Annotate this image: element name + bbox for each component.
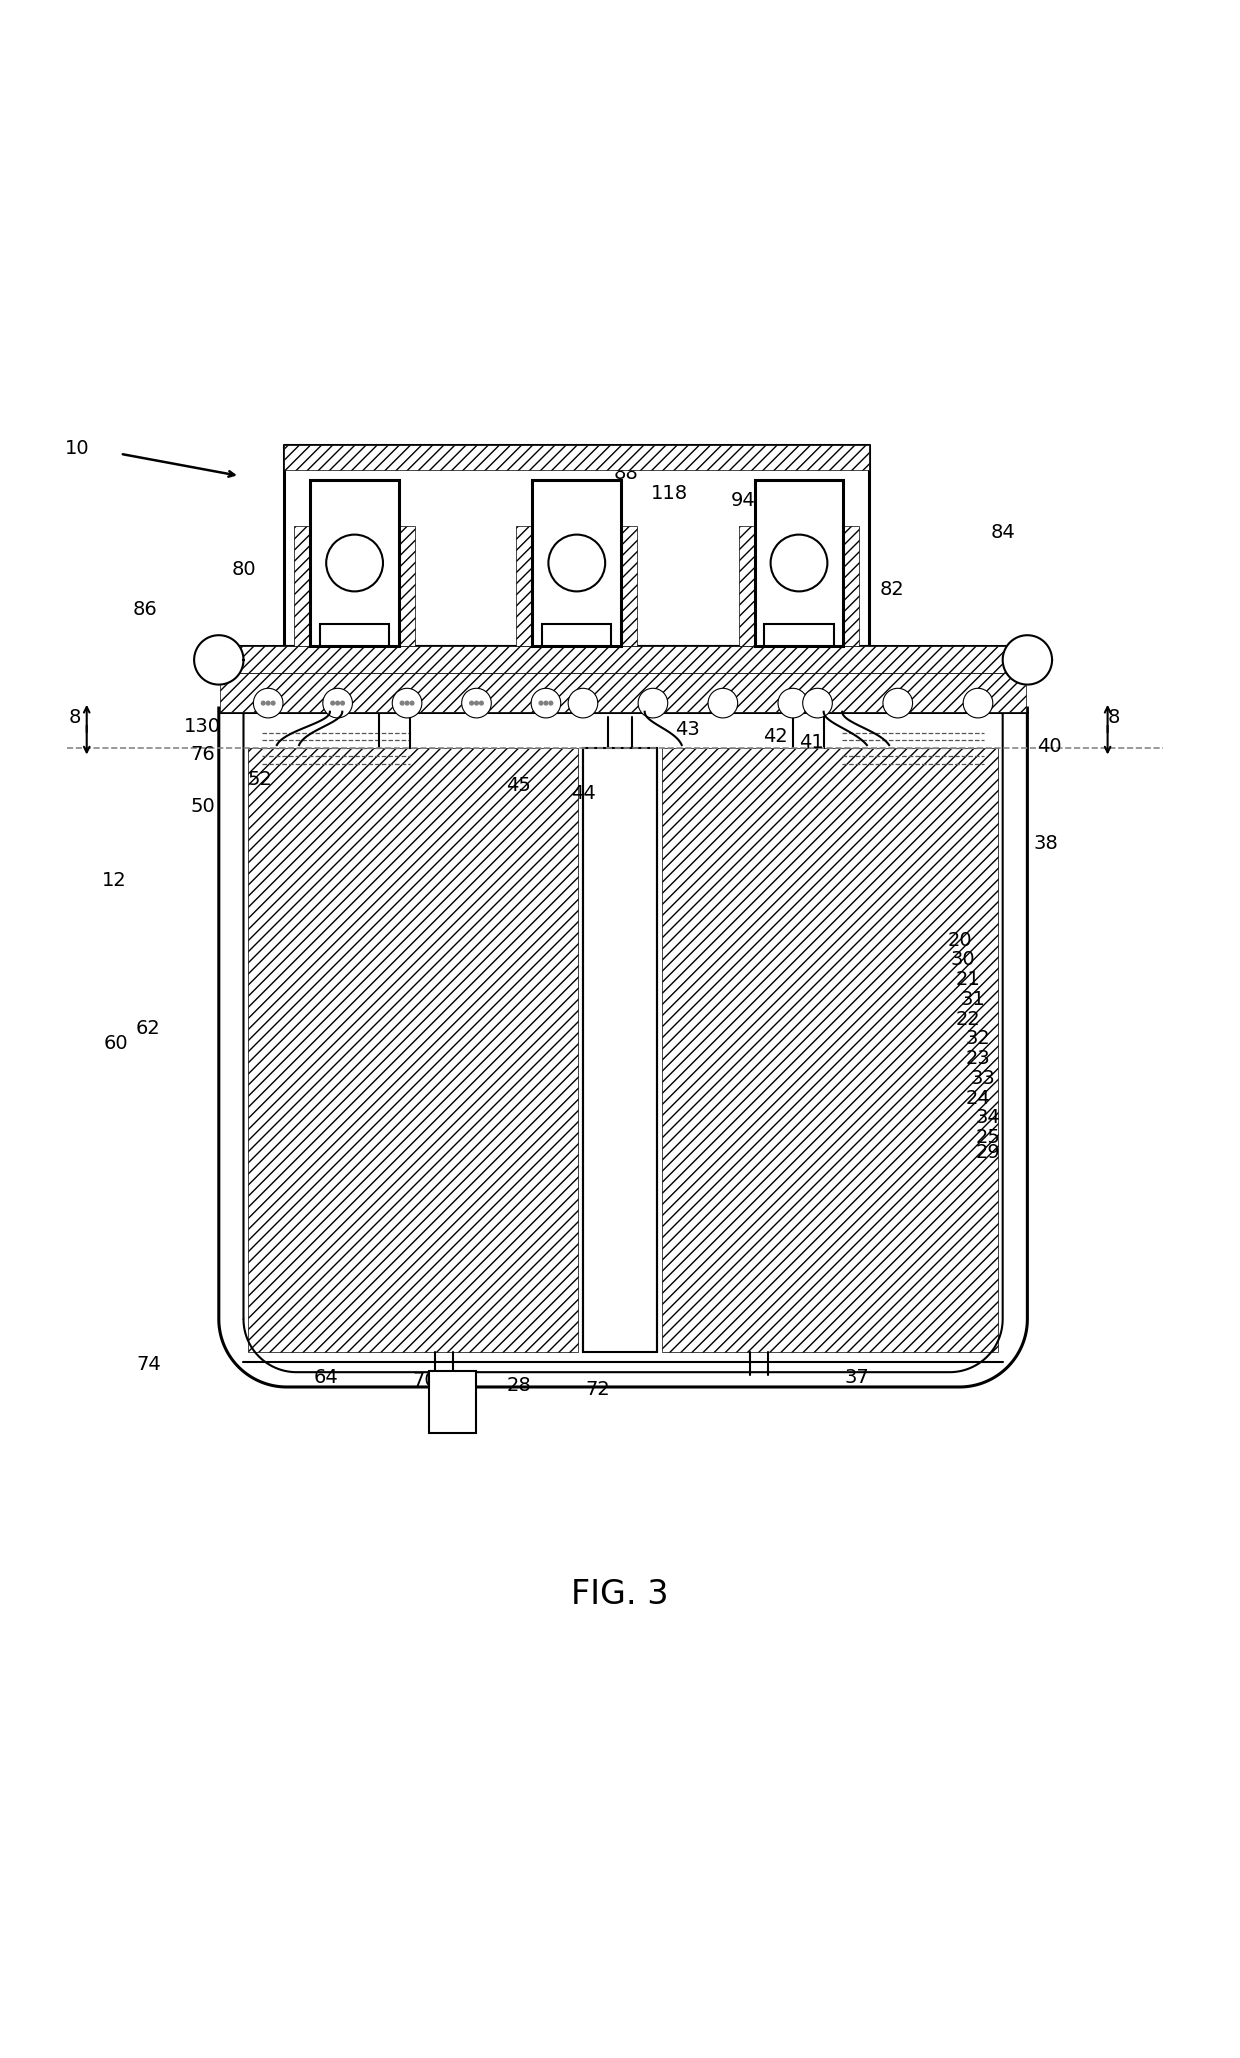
Circle shape [392, 687, 422, 718]
Text: 82: 82 [879, 580, 904, 599]
Text: 23: 23 [966, 1050, 991, 1068]
Bar [764, 624, 833, 646]
Circle shape [470, 702, 474, 706]
Bar [843, 527, 859, 646]
Text: 8: 8 [1107, 708, 1120, 726]
Text: 116: 116 [552, 480, 589, 498]
Text: 31: 31 [961, 990, 986, 1008]
Text: 44: 44 [570, 784, 595, 803]
Text: 114: 114 [490, 455, 527, 473]
Text: 118: 118 [651, 484, 688, 502]
Text: 37: 37 [844, 1369, 869, 1387]
Text: 41: 41 [799, 733, 823, 751]
Bar [399, 527, 415, 646]
Text: 66: 66 [284, 661, 309, 681]
Bar [621, 527, 637, 646]
Circle shape [802, 687, 832, 718]
Bar [429, 1371, 476, 1432]
Text: 21: 21 [956, 969, 981, 990]
Text: 43: 43 [676, 720, 701, 739]
Text: 33: 33 [971, 1068, 996, 1089]
Bar [219, 673, 1027, 712]
Text: 72: 72 [585, 1381, 610, 1399]
Text: 8: 8 [68, 708, 81, 726]
Text: 86: 86 [133, 599, 157, 619]
Circle shape [401, 702, 404, 706]
Text: 29: 29 [976, 1142, 1001, 1163]
Text: 42: 42 [763, 726, 787, 745]
Text: 70: 70 [413, 1371, 438, 1391]
Text: 92: 92 [355, 486, 379, 504]
Circle shape [963, 687, 993, 718]
Circle shape [708, 687, 738, 718]
Bar [739, 527, 755, 646]
Text: 54: 54 [985, 671, 1009, 689]
Text: 94: 94 [732, 492, 756, 510]
Bar [516, 527, 532, 646]
Text: 64: 64 [314, 1369, 339, 1387]
Bar [222, 646, 1024, 673]
Circle shape [883, 687, 913, 718]
Circle shape [549, 702, 553, 706]
Text: 12: 12 [102, 871, 126, 891]
Text: FIG. 3: FIG. 3 [572, 1578, 668, 1611]
Circle shape [1003, 636, 1052, 685]
Text: 25: 25 [976, 1128, 1001, 1146]
Text: 50: 50 [191, 796, 215, 817]
Text: 30: 30 [951, 951, 976, 969]
Text: 84: 84 [991, 523, 1016, 541]
Bar [320, 624, 389, 646]
Circle shape [531, 687, 560, 718]
Bar [294, 527, 310, 646]
Text: 38: 38 [1033, 833, 1058, 854]
Circle shape [272, 702, 275, 706]
Text: 40: 40 [1038, 737, 1061, 755]
Text: 74: 74 [136, 1356, 161, 1375]
Circle shape [480, 702, 484, 706]
Text: 20: 20 [947, 930, 972, 949]
Circle shape [331, 702, 335, 706]
Bar [248, 747, 578, 1352]
Text: 60: 60 [104, 1035, 129, 1054]
Text: 28: 28 [506, 1377, 531, 1395]
Circle shape [777, 687, 807, 718]
Text: 52: 52 [247, 770, 272, 788]
Circle shape [544, 702, 548, 706]
Circle shape [322, 687, 352, 718]
Circle shape [341, 702, 345, 706]
Bar [583, 747, 657, 1352]
Circle shape [568, 687, 598, 718]
Circle shape [195, 636, 243, 685]
Text: 130: 130 [185, 716, 221, 737]
Bar [284, 445, 869, 469]
Circle shape [475, 702, 479, 706]
Text: 32: 32 [966, 1029, 991, 1048]
Text: 62: 62 [136, 1019, 161, 1039]
Circle shape [539, 702, 543, 706]
Text: 76: 76 [191, 745, 215, 764]
Bar [542, 624, 611, 646]
Text: 10: 10 [64, 438, 89, 459]
Circle shape [267, 702, 270, 706]
Circle shape [410, 702, 414, 706]
Text: 80: 80 [231, 560, 255, 578]
Circle shape [405, 702, 409, 706]
Bar [310, 480, 399, 646]
Text: 22: 22 [956, 1010, 981, 1029]
Circle shape [253, 687, 283, 718]
Text: 45: 45 [506, 776, 531, 794]
Circle shape [461, 687, 491, 718]
Circle shape [336, 702, 340, 706]
Text: 88: 88 [614, 463, 639, 484]
Text: 24: 24 [966, 1089, 991, 1107]
Bar [532, 480, 621, 646]
Circle shape [262, 702, 265, 706]
Text: 34: 34 [976, 1109, 1001, 1128]
Circle shape [639, 687, 667, 718]
Bar [662, 747, 998, 1352]
Bar [755, 480, 843, 646]
